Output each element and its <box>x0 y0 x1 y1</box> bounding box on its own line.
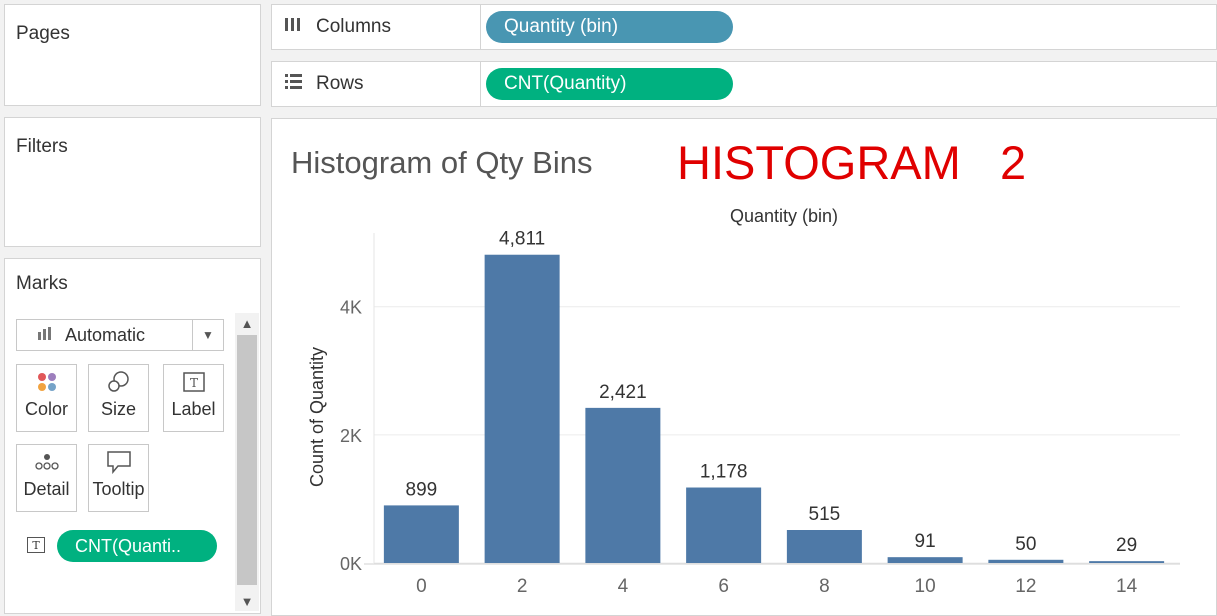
data-label: 899 <box>406 479 438 500</box>
mark-type-dropdown[interactable]: Automatic ▼ <box>16 319 224 351</box>
x-tick-label: 2 <box>517 576 528 597</box>
bar <box>988 559 1064 563</box>
data-label: 4,811 <box>499 229 545 250</box>
rows-shelf[interactable]: Rows CNT(Quantity) <box>271 61 1217 107</box>
data-label: 515 <box>809 504 841 525</box>
tooltip-label: Tooltip <box>92 479 145 499</box>
bar <box>786 530 862 563</box>
text-mark-icon: T <box>27 537 45 553</box>
x-tick-label: 8 <box>819 576 830 597</box>
rows-icon <box>284 73 302 95</box>
marks-scrollbar[interactable]: ▲ ▼ <box>235 313 259 611</box>
color-button[interactable]: Color <box>16 364 77 432</box>
x-tick-label: 4 <box>618 576 629 597</box>
bar-chart-icon <box>37 325 53 346</box>
chevron-down-icon[interactable]: ▼ <box>240 593 254 609</box>
pages-card[interactable]: Pages <box>4 4 261 106</box>
data-label: 91 <box>915 531 936 552</box>
y-axis-title: Count of Quantity <box>307 347 327 487</box>
cnt-quantity-pill[interactable]: CNT(Quantity) <box>486 68 733 100</box>
chevron-down-icon[interactable]: ▼ <box>192 320 223 350</box>
marks-card: Marks Automatic ▼ Color Size T Label Det… <box>4 258 261 614</box>
data-label: 2,421 <box>599 382 647 403</box>
x-tick-label: 12 <box>1015 576 1036 597</box>
tooltip-button[interactable]: Tooltip <box>88 444 149 512</box>
x-tick-label: 10 <box>915 576 936 597</box>
bar <box>1089 561 1165 563</box>
text-label-icon: T <box>164 365 223 399</box>
bar <box>383 505 459 563</box>
bar <box>585 407 661 563</box>
detail-icon <box>17 445 76 479</box>
bar <box>887 557 963 563</box>
mark-type-label: Automatic <box>65 324 146 345</box>
rows-label: Rows <box>316 73 364 94</box>
bar <box>686 487 762 563</box>
chevron-up-icon[interactable]: ▲ <box>240 315 254 331</box>
pages-title: Pages <box>16 23 70 44</box>
detail-button[interactable]: Detail <box>16 444 77 512</box>
histogram-annotation: HISTOGRAM 2 <box>677 136 1026 189</box>
label-label: Label <box>171 399 216 419</box>
data-label: 29 <box>1116 535 1137 556</box>
x-tick-label: 6 <box>718 576 729 597</box>
columns-shelf[interactable]: Columns Quantity (bin) <box>271 4 1217 50</box>
data-label: 50 <box>1015 534 1036 555</box>
plot-area: 0K 2K 4K 899 0 4,811 2 2,421 4 1,178 6 515 8 91 10 50 12… <box>340 229 1180 597</box>
chart-view: Histogram of Qty Bins HISTOGRAM 2 Quanti… <box>271 118 1217 616</box>
size-button[interactable]: Size <box>88 364 149 432</box>
scroll-thumb[interactable] <box>237 335 257 585</box>
data-label: 1,178 <box>700 462 748 483</box>
filters-title: Filters <box>16 136 68 157</box>
size-label: Size <box>100 399 136 419</box>
columns-label: Columns <box>316 16 391 37</box>
marks-title: Marks <box>16 273 68 294</box>
color-label: Color <box>24 399 68 419</box>
detail-label: Detail <box>23 479 70 499</box>
x-axis-title: Quantity (bin) <box>730 206 838 226</box>
cnt-quantity-mark-pill[interactable]: CNT(Quanti.. <box>57 530 217 562</box>
bar <box>484 254 560 563</box>
y-tick-label: 0K <box>340 554 362 574</box>
tooltip-icon <box>89 445 148 479</box>
color-icon <box>17 365 76 399</box>
y-tick-label: 2K <box>340 426 362 446</box>
filters-card[interactable]: Filters <box>4 117 261 247</box>
y-tick-label: 4K <box>340 298 362 318</box>
columns-icon <box>284 16 302 38</box>
label-button[interactable]: T Label <box>163 364 224 432</box>
histogram-chart: Histogram of Qty Bins HISTOGRAM 2 Quanti… <box>291 136 1180 597</box>
x-tick-label: 0 <box>416 576 427 597</box>
chart-title: Histogram of Qty Bins <box>291 145 592 180</box>
svg-text:T: T <box>189 376 197 390</box>
x-tick-label: 14 <box>1116 576 1138 597</box>
quantity-bin-pill[interactable]: Quantity (bin) <box>486 11 733 43</box>
size-icon <box>89 365 148 399</box>
